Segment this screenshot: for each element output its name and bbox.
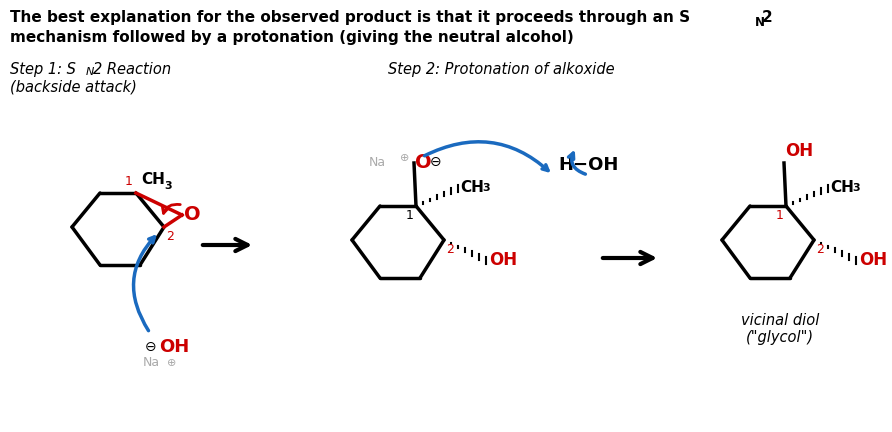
Text: 2 Reaction: 2 Reaction (93, 62, 171, 77)
Text: OH: OH (489, 251, 517, 269)
Text: OH: OH (785, 142, 814, 160)
Text: ("glycol"): ("glycol") (746, 330, 814, 345)
Text: Na: Na (369, 156, 386, 169)
Text: Step 2: Protonation of alkoxide: Step 2: Protonation of alkoxide (388, 62, 615, 77)
Text: ⊖: ⊖ (430, 155, 442, 169)
Text: 1: 1 (776, 209, 784, 222)
Text: 3: 3 (482, 183, 490, 193)
Text: OH: OH (859, 251, 888, 269)
Text: ⊕: ⊕ (167, 358, 177, 368)
Text: 2: 2 (166, 230, 174, 243)
Text: 1: 1 (125, 175, 133, 188)
Text: 3: 3 (852, 183, 860, 193)
Text: mechanism followed by a protonation (giving the neutral alcohol): mechanism followed by a protonation (giv… (10, 30, 574, 45)
Text: ⊖: ⊖ (145, 340, 157, 354)
Text: 2: 2 (816, 243, 824, 256)
Text: Step 1: S: Step 1: S (10, 62, 76, 77)
Text: CH: CH (141, 172, 165, 187)
Text: N: N (755, 16, 765, 29)
Text: CH: CH (830, 181, 854, 196)
Text: OH: OH (159, 338, 189, 356)
Text: H−OH: H−OH (558, 156, 618, 174)
Text: 2: 2 (762, 10, 772, 25)
Text: O: O (184, 206, 201, 225)
Text: ⊕: ⊕ (401, 153, 409, 163)
Text: 3: 3 (164, 181, 171, 191)
Text: The best explanation for the observed product is that it proceeds through an S: The best explanation for the observed pr… (10, 10, 690, 25)
Text: 2: 2 (446, 243, 454, 256)
Text: 1: 1 (406, 209, 414, 222)
Text: O: O (415, 153, 432, 172)
Text: Na: Na (143, 356, 160, 369)
Text: CH: CH (460, 181, 483, 196)
Text: N: N (86, 67, 95, 77)
Text: (backside attack): (backside attack) (10, 79, 136, 94)
Text: vicinal diol: vicinal diol (741, 313, 819, 328)
